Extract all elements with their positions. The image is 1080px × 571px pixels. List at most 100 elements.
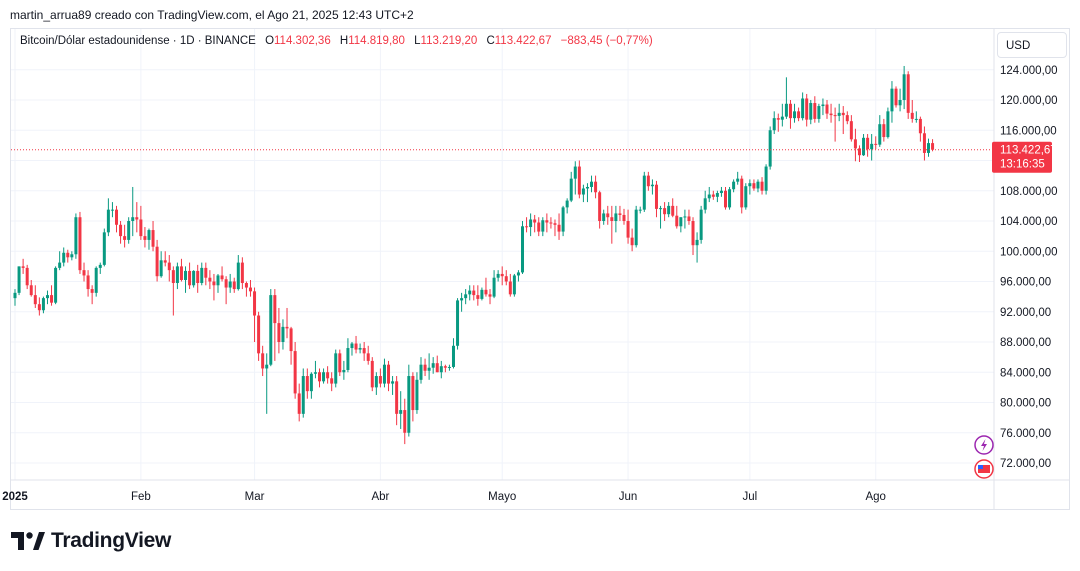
candle-body — [724, 190, 727, 208]
candle-body — [581, 188, 585, 195]
candle-body — [866, 137, 870, 150]
candle-body — [41, 298, 45, 311]
candle-body — [719, 190, 723, 194]
candle-body — [549, 222, 553, 224]
candle-body — [849, 121, 853, 140]
candle-body — [456, 300, 460, 346]
candle-body — [922, 133, 926, 153]
currency-selector[interactable]: USD — [997, 32, 1067, 58]
candle-body — [618, 213, 622, 215]
candle-body — [378, 376, 382, 384]
candle-body — [196, 270, 200, 284]
candle-body — [793, 111, 797, 119]
price-axis-label: 124.000,00 — [1000, 65, 1058, 77]
candle-body — [874, 143, 878, 145]
candle-body — [768, 130, 772, 167]
candle-body — [638, 209, 642, 211]
time-axis-label: Jun — [619, 491, 638, 503]
candle-body — [358, 348, 362, 350]
candle-body — [309, 373, 313, 392]
candle-body — [837, 112, 841, 116]
candle-body — [590, 181, 594, 187]
candle-body — [151, 230, 155, 247]
price-axis-label: 84.000,00 — [1000, 367, 1051, 379]
us-flag-icon-stripes — [978, 465, 990, 473]
candle-body — [894, 88, 898, 106]
candle-body — [610, 217, 614, 221]
candle-body — [650, 184, 654, 187]
candle-body — [240, 262, 244, 284]
candle-body — [906, 74, 910, 113]
candle-body — [257, 315, 261, 354]
candle-body — [533, 219, 537, 223]
chart-frame — [10, 28, 1070, 510]
candle-body — [654, 184, 658, 209]
candle-body — [914, 118, 918, 120]
candle-body — [216, 275, 220, 286]
candle-body — [797, 111, 801, 119]
candle-body — [728, 189, 732, 208]
candle-body — [78, 217, 82, 271]
price-axis-label: 76.000,00 — [1000, 428, 1051, 440]
candle-body — [261, 353, 265, 369]
candle-body — [715, 193, 719, 197]
candle-body — [435, 363, 439, 373]
candle-body — [285, 326, 289, 329]
candle-body — [382, 364, 386, 384]
candle-body — [322, 372, 326, 382]
candle-body — [21, 266, 25, 268]
price-axis-label: 92.000,00 — [1000, 307, 1051, 319]
high-value: 114.819,80 — [348, 35, 405, 47]
candle-body — [740, 178, 744, 208]
candle-body — [301, 376, 305, 414]
candle-body — [537, 222, 541, 232]
price-axis-label: 96.000,00 — [1000, 277, 1051, 289]
candle-body — [918, 118, 922, 134]
candle-body — [577, 166, 581, 195]
candle-body — [224, 279, 228, 288]
candle-body — [62, 252, 66, 263]
candle-body — [707, 194, 711, 199]
candle-body — [598, 192, 602, 221]
candle-body — [703, 198, 707, 210]
candle-body — [362, 348, 366, 354]
candle-body — [98, 264, 102, 268]
candle-body — [614, 213, 618, 221]
price-axis-label: 120.000,00 — [1000, 95, 1058, 107]
candle-body — [594, 181, 598, 193]
chart-byline: martin_arrua89 creado con TradingView.co… — [10, 8, 414, 22]
candle-body — [541, 220, 545, 232]
time-axis-label: Mar — [245, 491, 265, 503]
candle-body — [415, 379, 419, 411]
tradingview-logo: TradingView — [11, 529, 171, 553]
candle-body — [447, 366, 451, 368]
time-axis-label: Abr — [371, 491, 389, 503]
candle-body — [313, 372, 317, 374]
candle-body — [443, 366, 447, 368]
candle-body — [476, 295, 480, 299]
candle-body — [334, 353, 338, 384]
candle-body — [882, 124, 886, 138]
candle-body — [167, 262, 171, 271]
candle-body — [50, 295, 54, 303]
candle-body — [281, 326, 285, 342]
symbol-title[interactable]: Bitcoin/Dólar estadounidense · 1D · BINA… — [20, 35, 256, 47]
candle-body — [569, 178, 573, 201]
candle-body — [277, 323, 281, 342]
candle-body — [115, 209, 118, 225]
candle-body — [468, 290, 472, 295]
candle-body — [679, 217, 683, 227]
candle-body — [646, 175, 650, 187]
candle-body — [663, 208, 667, 215]
candle-body — [557, 224, 561, 232]
candle-body — [683, 216, 687, 218]
candle-body — [480, 289, 484, 299]
countdown-timer: 13:16:35 — [1000, 159, 1045, 171]
candle-body — [853, 139, 857, 149]
candle-body — [131, 217, 135, 221]
candle-body — [488, 294, 492, 297]
candle-body — [431, 363, 435, 368]
candle-body — [821, 104, 825, 107]
candle-body — [862, 137, 866, 156]
